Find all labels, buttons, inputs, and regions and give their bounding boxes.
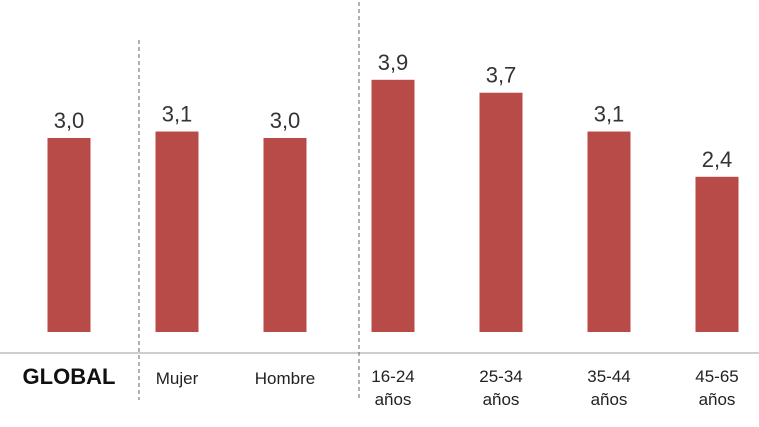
bars-layer [47,79,739,332]
bar [371,79,415,332]
category-label-line: años [591,390,628,409]
value-label: 3,7 [486,63,517,88]
category-label: Hombre [255,369,315,388]
bar [263,138,307,332]
category-label-line: años [483,390,520,409]
category-label-line: 45-65 [695,367,738,386]
category-label-line: Hombre [255,369,315,388]
bar [155,131,199,332]
bar [479,92,523,332]
category-label: 45-65 años [695,367,738,409]
category-label: GLOBAL [23,364,116,389]
category-label: Mujer [156,369,199,388]
category-label-line: años [375,390,412,409]
category-label-line: 25-34 [479,367,522,386]
category-label-line: Mujer [156,369,199,388]
category-label: 16-24 años [371,367,414,409]
value-label: 3,1 [594,102,625,127]
value-labels-layer: 3,0 3,1 3,0 3,9 3,7 3,1 2,4 [54,50,733,172]
category-label-line: GLOBAL [23,364,116,389]
value-label: 2,4 [702,147,733,172]
category-label-line: 35-44 [587,367,630,386]
category-label-line: años [699,390,736,409]
bar [47,138,91,332]
bar [695,176,739,332]
value-label: 3,0 [270,108,301,133]
value-label: 3,0 [54,108,85,133]
value-label: 3,1 [162,102,193,127]
bar [587,131,631,332]
category-label: 25-34 años [479,367,522,409]
category-label-line: 16-24 [371,367,414,386]
value-label: 3,9 [378,50,409,75]
category-label: 35-44 años [587,367,630,409]
